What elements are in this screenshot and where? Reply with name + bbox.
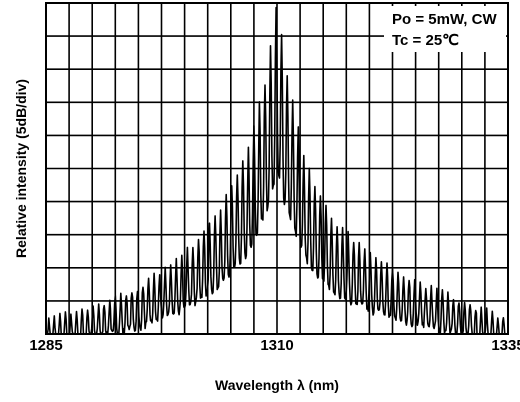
x-tick-label: 1285 (29, 337, 62, 354)
y-axis-label: Relative intensity (5dB/div) (13, 79, 29, 258)
annotation-power: Po = 5mW, CW (392, 11, 497, 28)
x-axis-label: Wavelength λ (nm) (215, 377, 339, 393)
x-tick-label: 1310 (260, 337, 293, 354)
annotation-box (384, 6, 506, 52)
x-tick-labels: 1285 1310 1335 (29, 337, 520, 354)
plot-frame (45, 2, 509, 335)
x-tick-label: 1335 (491, 337, 520, 354)
annotation-temperature: Tc = 25℃ (392, 32, 459, 49)
